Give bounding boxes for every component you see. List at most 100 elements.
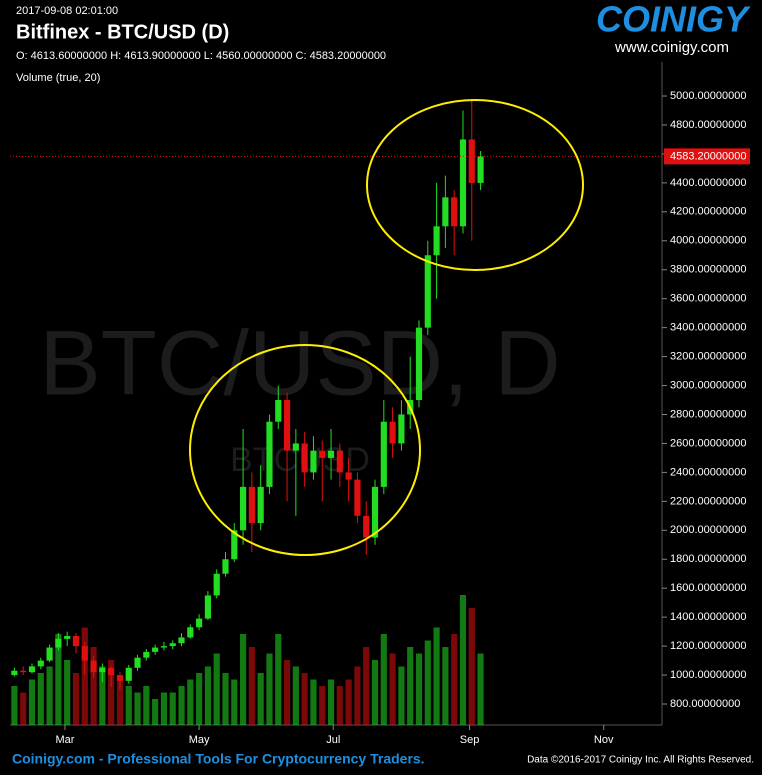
- y-tick-label: 4200.00000000: [670, 206, 746, 218]
- volume-bar: [178, 686, 185, 725]
- volume-bar: [20, 692, 27, 725]
- candle-body: [231, 530, 238, 560]
- volume-bar: [424, 640, 431, 725]
- volume-bar: [72, 673, 80, 725]
- y-tick-label: 2400.00000000: [670, 466, 746, 478]
- volume-bar: [116, 679, 124, 725]
- candle-body: [81, 646, 88, 661]
- candle-body: [240, 486, 247, 531]
- x-tick-label: Jul: [326, 734, 340, 746]
- y-tick-label: 1400.00000000: [670, 611, 746, 623]
- volume-bar: [398, 666, 405, 725]
- volume-bar: [152, 699, 159, 725]
- volume-bar: [283, 660, 291, 725]
- volume-bar: [292, 666, 299, 725]
- volume-bar: [240, 634, 247, 725]
- candle-body: [327, 450, 335, 458]
- candle-body: [301, 443, 308, 473]
- candle-body: [319, 450, 326, 458]
- volume-bar: [99, 666, 106, 725]
- volume-bar: [319, 686, 326, 725]
- candle-body: [213, 573, 220, 596]
- volume-bar: [380, 634, 387, 725]
- volume-bar: [266, 653, 273, 725]
- candle-body: [90, 660, 97, 673]
- candle-body: [64, 635, 71, 639]
- candle-body: [292, 443, 299, 451]
- y-tick-label: 3400.00000000: [670, 322, 746, 334]
- volume-bar: [196, 673, 203, 725]
- volume-bar: [407, 647, 414, 725]
- candle-body: [363, 515, 370, 538]
- y-tick-label: 800.00000000: [670, 698, 740, 710]
- y-tick-label: 1800.00000000: [670, 553, 746, 565]
- candle-body: [451, 197, 458, 227]
- y-tick-label: 3000.00000000: [670, 379, 746, 391]
- volume-bar: [354, 666, 361, 725]
- y-tick-label: 1200.00000000: [670, 640, 746, 652]
- volume-bar: [125, 686, 132, 725]
- candle-body: [459, 139, 467, 227]
- volume-bar: [468, 608, 475, 725]
- volume-bar: [108, 660, 115, 725]
- y-tick-label: 2200.00000000: [670, 495, 746, 507]
- candle-body: [204, 595, 211, 619]
- annotation-circle: [366, 99, 584, 271]
- logo: COINIGY: [596, 0, 751, 40]
- candle-body: [143, 651, 150, 658]
- volume-bar: [257, 673, 264, 725]
- candle-body: [283, 400, 291, 451]
- candle-body: [187, 627, 194, 638]
- candle-body: [55, 638, 62, 648]
- volume-bar: [213, 653, 220, 725]
- y-tick-label: 1000.00000000: [670, 669, 746, 681]
- candle-body: [336, 450, 343, 473]
- volume-bar: [64, 660, 71, 725]
- candle-body: [99, 667, 106, 673]
- y-tick-label: 2800.00000000: [670, 408, 746, 420]
- volume-bar: [301, 673, 308, 725]
- volume-bar: [11, 686, 18, 725]
- candle-body: [433, 226, 440, 256]
- candle-body: [389, 421, 396, 444]
- candle-body: [116, 675, 124, 681]
- volume-bar: [134, 692, 141, 725]
- candle-body: [354, 479, 361, 516]
- y-tick-label: 4800.00000000: [670, 119, 746, 131]
- volume-bar: [143, 686, 150, 725]
- volume-bar: [336, 686, 343, 725]
- x-tick-label: Nov: [594, 734, 614, 746]
- candle-body: [178, 637, 185, 644]
- volume-bar: [187, 679, 194, 725]
- candle-body: [275, 400, 282, 422]
- candle-body: [248, 486, 255, 524]
- candle-body: [442, 197, 449, 227]
- volume-bar: [37, 673, 44, 725]
- volume-label: Volume (true, 20): [16, 72, 100, 84]
- volume-bar: [389, 653, 396, 725]
- candle-body: [160, 646, 168, 648]
- volume-bar: [81, 627, 88, 725]
- candle-body: [108, 667, 115, 676]
- candle-body: [398, 414, 405, 444]
- candle-body: [222, 559, 229, 574]
- timestamp: 2017-09-08 02:01:00: [16, 5, 118, 17]
- volume-bar: [415, 653, 423, 725]
- y-tick-label: 3600.00000000: [670, 293, 746, 305]
- volume-bar: [275, 634, 282, 725]
- candle-body: [257, 486, 264, 524]
- volume-bar: [345, 679, 352, 725]
- footer-left: Coinigy.com - Professional Tools For Cry…: [12, 751, 425, 767]
- logo-url: www.coinigy.com: [614, 39, 729, 56]
- chart-title: Bitfinex - BTC/USD (D): [16, 21, 229, 43]
- volume-bar: [363, 647, 370, 725]
- volume-bar: [46, 666, 53, 725]
- candle-body: [371, 486, 379, 538]
- watermark: BTC/USD, D: [39, 312, 560, 414]
- ohlc: O: 4613.60000000 H: 4613.90000000 L: 456…: [16, 50, 386, 62]
- candle-body: [468, 139, 475, 183]
- y-tick-label: 3800.00000000: [670, 264, 746, 276]
- candle-body: [28, 666, 36, 673]
- volume-bar: [433, 627, 440, 725]
